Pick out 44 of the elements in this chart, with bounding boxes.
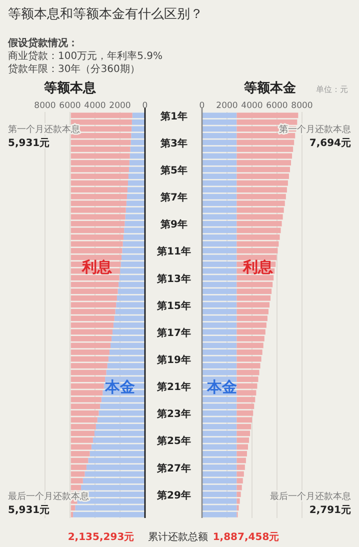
y-tick-label: 第17年 [156, 326, 191, 339]
y-tick-label: 第5年 [160, 164, 188, 177]
x-tick-label: 2000 [216, 101, 238, 111]
text: 贷款年限：30年（分360期） [8, 63, 140, 75]
x-tick-label: 4000 [241, 101, 263, 111]
y-tick-label: 第23年 [156, 408, 191, 420]
x-tick-label: 6000 [266, 101, 288, 111]
y-tick-label: 第3年 [160, 137, 188, 150]
series-label: 利息 [242, 258, 274, 276]
chart-subtitle: 假设贷款情况： [7, 37, 78, 49]
series-label: 本金 [104, 378, 135, 396]
y-tick-label: 第7年 [160, 192, 188, 204]
chart-title: 等额本金 [243, 80, 297, 96]
series-label: 本金 [206, 378, 237, 396]
y-tick-label: 第19年 [156, 354, 191, 366]
series-label: 利息 [81, 258, 113, 276]
y-tick-label: 第11年 [156, 246, 191, 258]
text: 商业贷款：100万元，年利率5.9% [8, 50, 162, 62]
x-tick-label: 0 [142, 101, 148, 111]
text: 2,791元 [309, 504, 351, 516]
annotation: 最后一个月还款本息 [270, 491, 351, 502]
y-tick-label: 第25年 [156, 435, 191, 448]
y-tick-label: 第9年 [160, 218, 188, 231]
x-tick-label: 8000 [291, 101, 313, 111]
x-tick-label: 2000 [109, 101, 131, 111]
x-tick-label: 6000 [59, 101, 81, 111]
text: 单位：元 [316, 85, 348, 94]
y-tick-label: 第15年 [156, 300, 191, 312]
x-tick-label: 8000 [34, 101, 56, 111]
text: 2,135,293元 [68, 531, 134, 543]
x-tick-label: 4000 [84, 101, 106, 111]
text: 7,694元 [309, 137, 351, 149]
text: 等额本息和等额本金有什么区别？ [8, 7, 203, 22]
annotation: 5,931元 [8, 137, 50, 149]
chart-title: 等额本息 [43, 80, 97, 96]
text: 1,887,458元 [212, 531, 280, 543]
annotation: 5,931元 [8, 504, 50, 516]
y-tick-label: 第29年 [156, 489, 191, 502]
y-tick-label: 第1年 [160, 110, 188, 122]
x-tick-label: 0 [199, 101, 205, 111]
y-tick-label: 第21年 [156, 381, 191, 394]
y-tick-label: 第27年 [156, 462, 191, 474]
y-tick-label: 第13年 [156, 272, 191, 285]
text: 累计还款总额 [148, 531, 208, 543]
